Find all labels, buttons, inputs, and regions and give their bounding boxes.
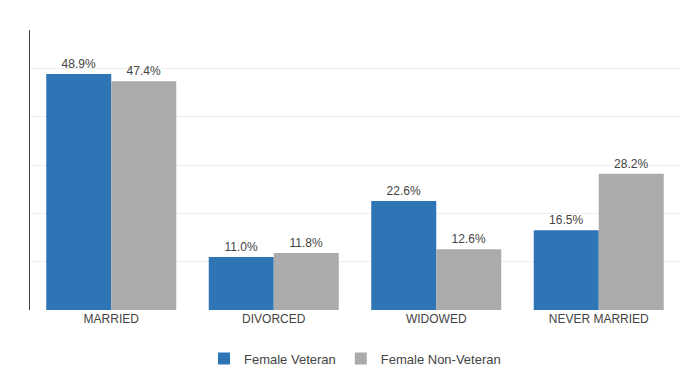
- svg-text:48.9%: 48.9%: [62, 57, 96, 71]
- svg-text:12.6%: 12.6%: [452, 232, 486, 246]
- svg-text:Female Veteran: Female Veteran: [244, 352, 336, 367]
- svg-text:MARRIED: MARRIED: [84, 312, 140, 326]
- svg-text:11.0%: 11.0%: [225, 240, 258, 254]
- svg-text:28.2%: 28.2%: [614, 157, 648, 171]
- svg-text:47.4%: 47.4%: [127, 64, 161, 78]
- svg-text:22.6%: 22.6%: [387, 184, 421, 198]
- svg-text:16.5%: 16.5%: [549, 213, 583, 227]
- svg-text:NEVER MARRIED: NEVER MARRIED: [549, 312, 649, 326]
- svg-text:DIVORCED: DIVORCED: [242, 312, 306, 326]
- svg-text:WIDOWED: WIDOWED: [406, 312, 467, 326]
- svg-text:Female Non-Veteran: Female Non-Veteran: [381, 352, 501, 367]
- svg-text:11.8%: 11.8%: [290, 236, 323, 250]
